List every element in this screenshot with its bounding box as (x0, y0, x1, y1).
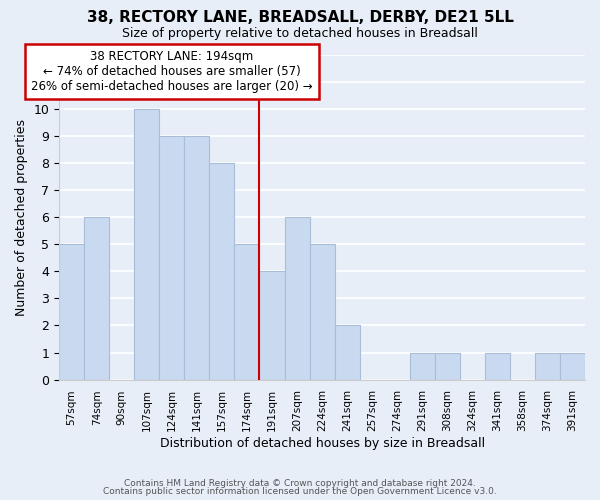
Y-axis label: Number of detached properties: Number of detached properties (15, 119, 28, 316)
Text: 38, RECTORY LANE, BREADSALL, DERBY, DE21 5LL: 38, RECTORY LANE, BREADSALL, DERBY, DE21… (86, 10, 514, 25)
Bar (310, 244, 335, 380)
Bar (259, 272, 284, 380)
Bar (560, 352, 585, 380)
Bar (485, 352, 510, 380)
Text: Contains public sector information licensed under the Open Government Licence v3: Contains public sector information licen… (103, 487, 497, 496)
Bar (84, 218, 109, 380)
Bar (535, 352, 560, 380)
Bar (160, 136, 184, 380)
Bar (235, 244, 259, 380)
Bar (59, 244, 84, 380)
Text: 38 RECTORY LANE: 194sqm
← 74% of detached houses are smaller (57)
26% of semi-de: 38 RECTORY LANE: 194sqm ← 74% of detache… (31, 50, 313, 92)
Bar (410, 352, 435, 380)
Bar (134, 109, 160, 380)
Text: Size of property relative to detached houses in Breadsall: Size of property relative to detached ho… (122, 28, 478, 40)
Bar (335, 326, 359, 380)
X-axis label: Distribution of detached houses by size in Breadsall: Distribution of detached houses by size … (160, 437, 485, 450)
Bar (284, 218, 310, 380)
Bar (435, 352, 460, 380)
Text: Contains HM Land Registry data © Crown copyright and database right 2024.: Contains HM Land Registry data © Crown c… (124, 478, 476, 488)
Bar (184, 136, 209, 380)
Bar (209, 163, 235, 380)
